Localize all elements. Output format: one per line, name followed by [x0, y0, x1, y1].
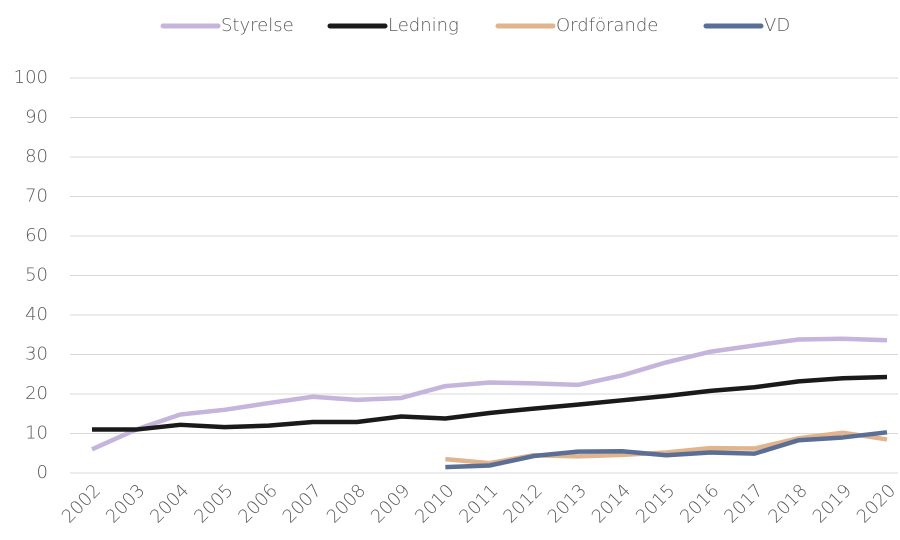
x-tick-label: 2002 [58, 480, 105, 527]
legend-label: VD [764, 15, 790, 36]
x-tick-label: 2016 [676, 480, 723, 527]
y-tick-label: 0 [37, 462, 48, 483]
x-tick-label: 2011 [455, 480, 502, 527]
y-tick-label: 90 [25, 107, 48, 128]
x-tick-label: 2008 [323, 480, 370, 527]
x-tick-label: 2004 [146, 480, 193, 527]
x-tick-label: 2010 [411, 480, 458, 527]
x-tick-label: 2020 [853, 480, 900, 527]
legend-label: Styrelse [221, 15, 294, 36]
legend-label: Ledning [388, 15, 459, 36]
x-tick-label: 2007 [279, 480, 326, 527]
x-tick-label: 2015 [632, 480, 679, 527]
y-tick-label: 40 [25, 304, 48, 325]
y-tick-label: 60 [25, 225, 48, 246]
x-tick-label: 2013 [544, 480, 591, 527]
x-tick-label: 2005 [190, 480, 237, 527]
x-tick-label: 2017 [720, 480, 767, 527]
y-tick-label: 10 [25, 423, 48, 444]
y-tick-label: 30 [25, 344, 48, 365]
legend-label: Ordförande [556, 15, 658, 36]
y-tick-label: 100 [14, 67, 48, 88]
y-tick-label: 20 [25, 383, 48, 404]
series-line [91, 336, 888, 452]
x-tick-label: 2006 [234, 480, 281, 527]
series-line [445, 430, 888, 470]
series-line [92, 374, 888, 432]
x-tick-label: 2018 [764, 480, 811, 527]
y-tick-label: 80 [25, 146, 48, 167]
x-tick-label: 2019 [809, 480, 856, 527]
x-tick-label: 2014 [588, 480, 635, 527]
y-tick-label: 50 [25, 265, 48, 286]
y-tick-label: 70 [25, 186, 48, 207]
x-tick-label: 2003 [102, 480, 149, 527]
x-tick-label: 2012 [499, 480, 546, 527]
x-tick-label: 2009 [367, 480, 414, 527]
